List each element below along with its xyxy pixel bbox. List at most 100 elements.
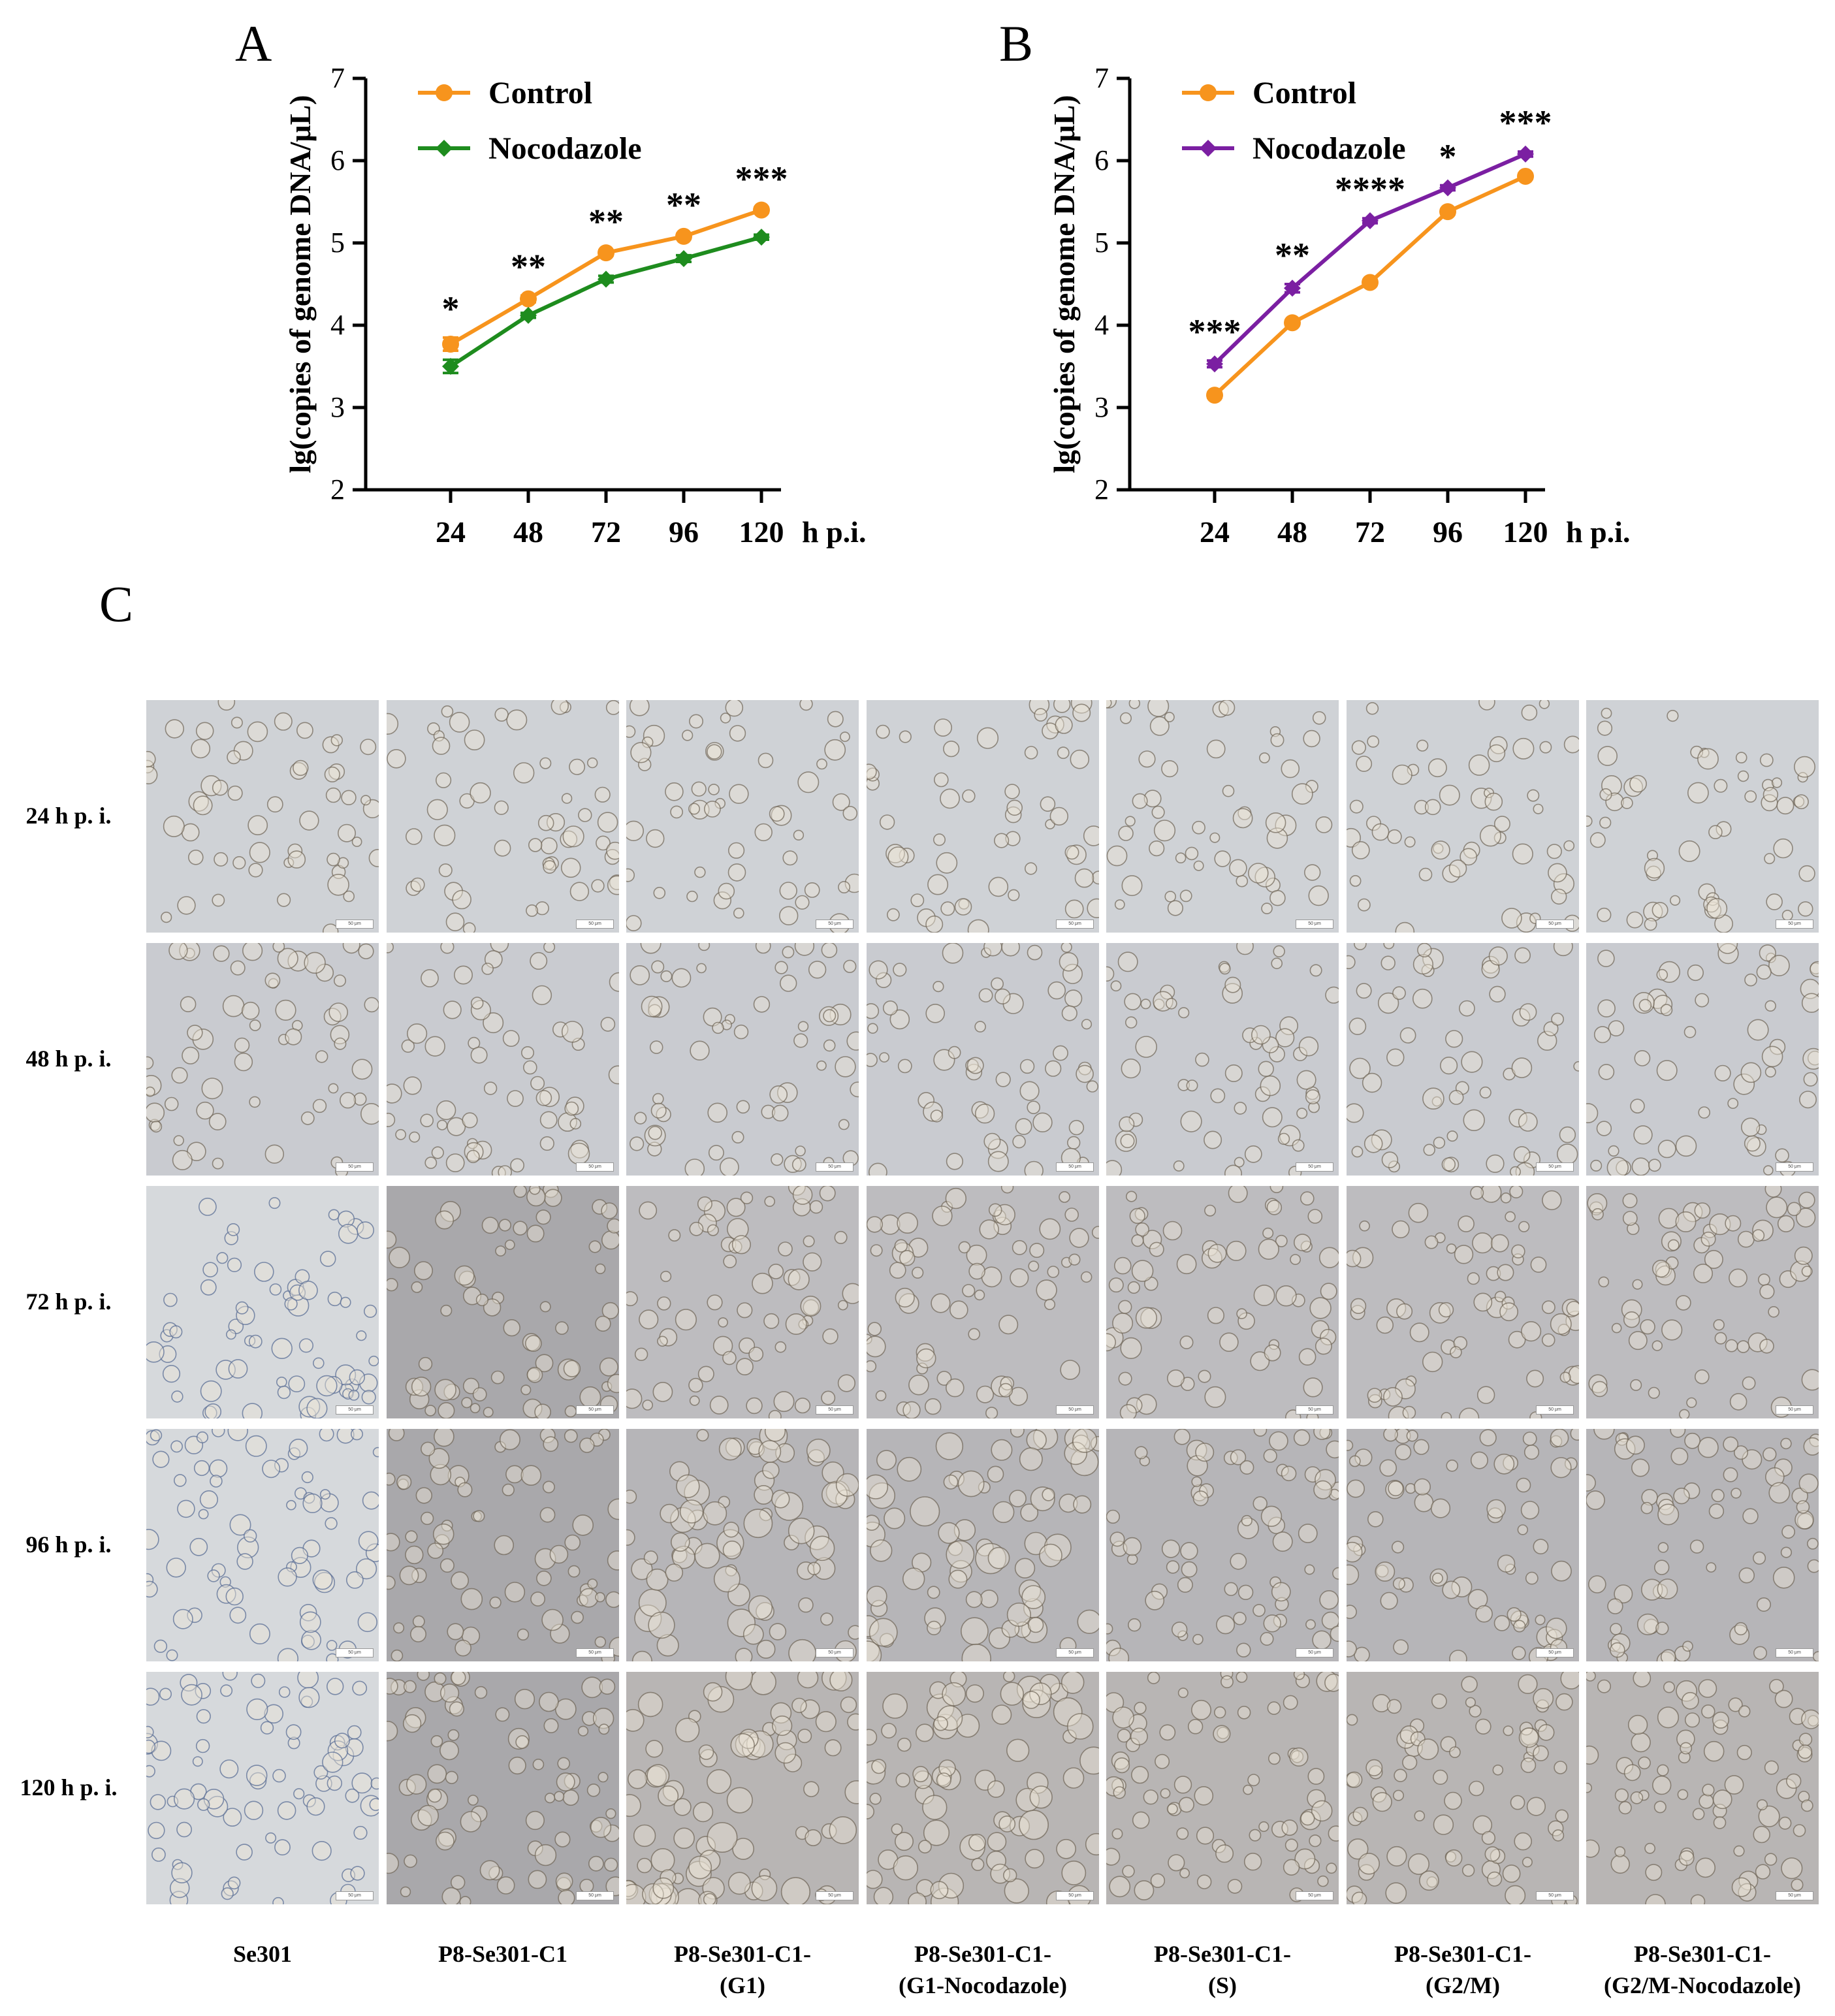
chart1-series-0-point-2	[1362, 274, 1379, 291]
scale-bar: 50 μm	[1296, 1891, 1333, 1900]
micrograph-image: 50 μm	[387, 700, 619, 933]
cell-texture	[867, 700, 1099, 933]
chart0-legend-marker-0	[436, 84, 453, 101]
scale-bar: 50 μm	[336, 1405, 374, 1415]
micrograph-image: 50 μm	[387, 1186, 619, 1418]
chart1-significance-0: ***	[1189, 312, 1241, 351]
chart1-series-0-point-0	[1206, 387, 1223, 404]
cell-texture	[626, 700, 859, 933]
scale-bar: 50 μm	[1296, 920, 1333, 929]
scale-bar: 50 μm	[1056, 1891, 1094, 1900]
cell-texture	[387, 1429, 619, 1661]
chart0-y-tick-label-3: 5	[330, 227, 345, 259]
column-label-line: P8-Se301-C1-	[914, 1941, 1051, 1967]
cell-texture	[867, 943, 1098, 1176]
scale-bar: 50 μm	[1056, 920, 1094, 929]
panel-letter-c: C	[99, 575, 134, 632]
micrograph-image: 50 μm	[146, 1186, 379, 1418]
panel-letter-a: A	[235, 15, 272, 72]
micrograph-image: 50 μm	[146, 943, 379, 1176]
micrograph-image: 50 μm	[1347, 700, 1579, 933]
chart0-series-0-point-1	[520, 290, 537, 308]
chart0-y-tick-label-2: 4	[330, 309, 345, 341]
chart0-significance-4: ***	[735, 159, 788, 199]
column-label-line: P8-Se301-C1-	[674, 1941, 811, 1967]
chart1-legend-label-1: Nocodazole	[1253, 131, 1406, 166]
micrograph-image: 50 μm	[1106, 1429, 1339, 1661]
cell-texture	[146, 700, 379, 933]
column-label-line: Se301	[233, 1941, 292, 1967]
micrograph-image: 50 μm	[1586, 1186, 1819, 1418]
chart1-x-tick-label-1: 48	[1277, 515, 1307, 549]
column-label-line: P8-Se301-C1-	[1634, 1941, 1771, 1967]
micrograph-image: 50 μm	[1586, 700, 1819, 933]
micrograph-image: 50 μm	[626, 943, 859, 1176]
chart0-series-1-point-1	[520, 306, 537, 324]
chart0-significance-3: **	[666, 185, 701, 225]
scale-bar: 50 μm	[1536, 1648, 1574, 1657]
scale-bar: 50 μm	[816, 1405, 854, 1415]
chart1-significance-1: **	[1275, 236, 1310, 275]
scale-bar: 50 μm	[576, 1162, 614, 1172]
chart1-x-unit-label: h p.i.	[1566, 515, 1630, 549]
column-label-line: (G2/M)	[1426, 1972, 1500, 1998]
chart0-y-axis-label: lg(copies of genome DNA/μL)	[283, 95, 317, 473]
micrograph-image: 50 μm	[1586, 1672, 1819, 1904]
cell-texture	[146, 1672, 379, 1904]
row-label: 96 h p. i.	[25, 1531, 112, 1558]
chart0-legend-label-1: Nocodazole	[488, 131, 642, 166]
column-label-line: (G1-Nocodazole)	[899, 1972, 1067, 1998]
chart0-series-1-point-2	[598, 270, 614, 288]
column-label: P8-Se301-C1- (G2/M)	[1345, 1938, 1580, 2001]
chart0-series-1-point-4	[753, 229, 770, 246]
chart1-y-tick-label-5: 7	[1094, 62, 1109, 94]
column-label-line: P8-Se301-C1	[438, 1941, 567, 1967]
chart0-series-0-point-4	[753, 201, 770, 219]
micrograph-image: 50 μm	[867, 1429, 1099, 1661]
scale-bar: 50 μm	[1776, 1891, 1813, 1900]
cell-texture	[626, 1672, 859, 1904]
micrograph-image: 50 μm	[387, 1429, 619, 1661]
micrograph-image: 50 μm	[146, 1672, 379, 1904]
cell-texture	[387, 1672, 619, 1904]
chart0-significance-1: **	[511, 248, 546, 287]
micrograph-image: 50 μm	[387, 943, 619, 1176]
cell-texture	[1106, 1672, 1339, 1902]
chart1-legend-marker-0	[1200, 84, 1217, 101]
scale-bar: 50 μm	[336, 1162, 374, 1172]
micrograph-image: 50 μm	[146, 700, 379, 933]
column-label: P8-Se301-C1- (S)	[1105, 1938, 1340, 2001]
chart1-y-tick-label-2: 4	[1094, 309, 1109, 341]
chart1-significance-3: *	[1439, 137, 1457, 176]
micrograph-image: 50 μm	[1106, 1186, 1339, 1418]
chart1-significance-4: ***	[1499, 103, 1552, 142]
column-label: P8-Se301-C1- (G1)	[625, 1938, 860, 2001]
panel-letter-b: B	[999, 15, 1034, 72]
micrograph-image: 50 μm	[1586, 1429, 1819, 1661]
cell-texture	[630, 943, 859, 1176]
scale-bar: 50 μm	[1296, 1162, 1333, 1172]
chart0-significance-0: *	[442, 289, 460, 328]
chart0-x-tick-label-1: 48	[513, 515, 543, 549]
cell-texture	[1347, 1186, 1579, 1418]
cell-texture	[387, 700, 619, 933]
chart0-series-1-point-0	[442, 358, 459, 375]
chart0-x-tick-label-0: 24	[436, 515, 466, 549]
cell-texture	[146, 1197, 379, 1418]
cell-texture	[1106, 943, 1339, 1176]
chart1-x-tick-label-2: 72	[1355, 515, 1385, 549]
cell-texture	[1586, 943, 1819, 1176]
scale-bar: 50 μm	[1776, 1648, 1813, 1657]
chart0-x-tick-label-4: 120	[739, 515, 784, 549]
column-label: P8-Se301-C1- (G1-Nocodazole)	[865, 1938, 1100, 2001]
cell-texture	[1106, 700, 1333, 916]
column-label-line: (S)	[1208, 1972, 1237, 1998]
column-label: P8-Se301-C1- (G2/M-Nocodazole)	[1585, 1938, 1820, 2001]
chart1-series-1-point-4	[1517, 145, 1534, 163]
cell-texture	[1587, 1186, 1819, 1418]
chart1-y-tick-label-1: 3	[1094, 391, 1109, 423]
micrograph-image: 50 μm	[1347, 1186, 1579, 1418]
micrograph-image: 50 μm	[867, 700, 1099, 933]
chart1-y-tick-label-3: 5	[1094, 227, 1109, 259]
cell-texture	[1347, 1672, 1579, 1904]
